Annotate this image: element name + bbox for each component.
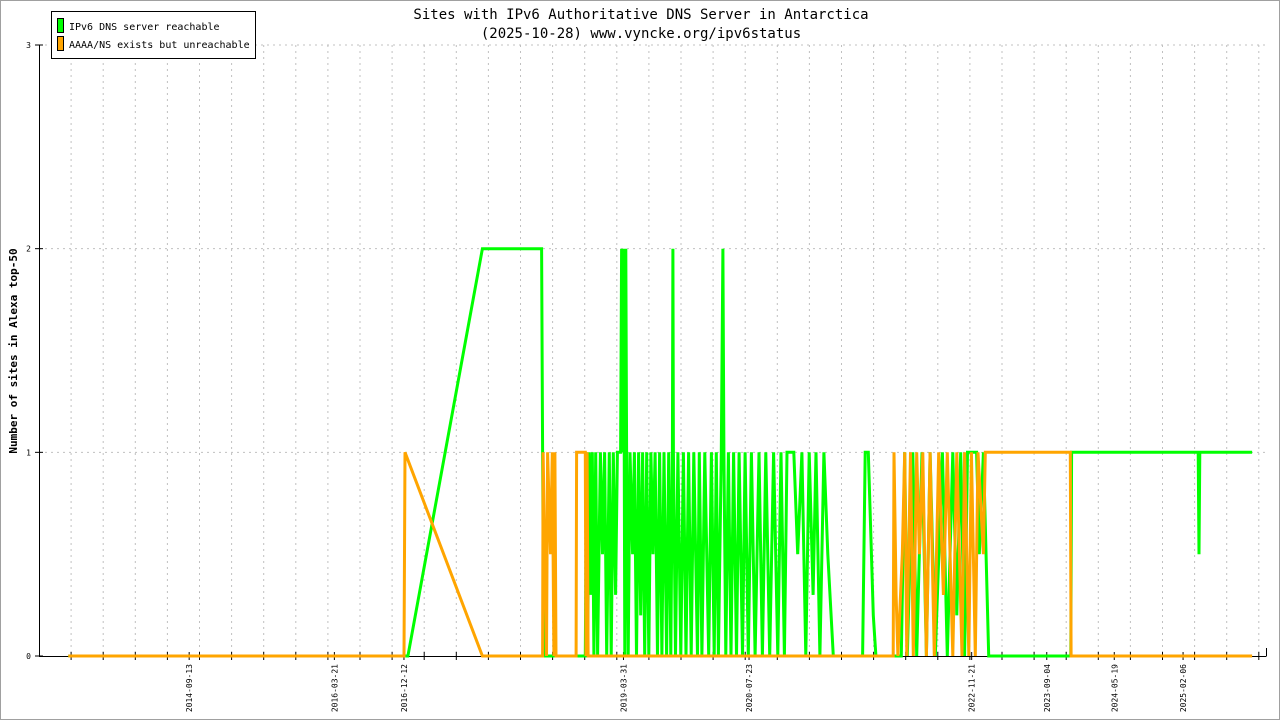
x-tick-label: 2016-12-12 bbox=[400, 664, 409, 712]
series-line-unreachable bbox=[68, 450, 1253, 658]
legend-label-reachable: IPv6 DNS server reachable bbox=[69, 22, 220, 33]
y-tick-label: 0 bbox=[26, 652, 31, 661]
y-axis-label: Number of sites in Alexa top-50 bbox=[7, 248, 20, 453]
grid bbox=[39, 44, 1266, 656]
y-tick-label: 3 bbox=[26, 41, 31, 50]
chart-title: Sites with IPv6 Authoritative DNS Server… bbox=[413, 7, 868, 23]
x-tick-label: 2025-02-06 bbox=[1179, 664, 1188, 712]
x-tick-label: 2023-09-04 bbox=[1043, 664, 1052, 712]
chart-subtitle: (2025-10-28) www.vyncke.org/ipv6status bbox=[481, 26, 801, 42]
x-tick-label: 2019-03-31 bbox=[619, 664, 628, 712]
x-tick-label: 2016-03-21 bbox=[330, 664, 339, 712]
x-tick-label: 2014-09-13 bbox=[185, 664, 194, 712]
x-tick-label: 2022-11-21 bbox=[968, 664, 977, 712]
legend-box bbox=[51, 11, 256, 59]
y-tick-label: 2 bbox=[26, 245, 31, 254]
x-tick-label: 2020-07-23 bbox=[745, 664, 754, 712]
legend-swatch-reachable bbox=[57, 18, 64, 33]
legend-swatch-unreachable bbox=[57, 36, 64, 51]
series-lines bbox=[68, 247, 1253, 658]
series-line-reachable bbox=[68, 247, 1253, 658]
legend-label-unreachable: AAAA/NS exists but unreachable bbox=[69, 40, 250, 51]
x-tick-label: 2024-05-19 bbox=[1110, 664, 1119, 712]
y-tick-label: 1 bbox=[26, 448, 31, 457]
legend: IPv6 DNS server reachable AAAA/NS exists… bbox=[51, 11, 256, 59]
